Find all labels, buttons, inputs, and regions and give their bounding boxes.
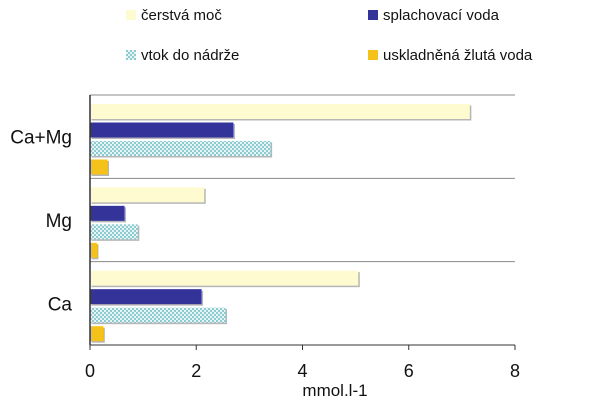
x-tick-label: 4 (297, 361, 307, 381)
bar-mg-uskladnena-zluta-voda (90, 242, 97, 258)
bar-ca-vtok-do-nadrze (90, 307, 226, 323)
x-tick-label: 8 (510, 361, 520, 381)
bar-ca-uskladnena-zluta-voda (90, 326, 104, 342)
legend-item-cerstva-moc: čerstvá moč (126, 7, 222, 24)
bar-mg-cerstva-moc (90, 187, 205, 203)
category-label-ca: Ca (48, 294, 73, 315)
x-axis-title: mmol.l-1 (302, 381, 367, 400)
legend-item-vtok-do-nadrze: vtok do nádrže (126, 47, 239, 64)
legend-label: splachovací voda (383, 7, 500, 24)
category-label-mg: Mg (46, 211, 72, 232)
bar-ca-mg-vtok-do-nadrze (90, 141, 271, 156)
category-label-ca-mg: Ca+Mg (10, 128, 72, 149)
x-tick-label: 0 (85, 361, 95, 381)
x-tick-label: 2 (191, 361, 201, 381)
bar-ca-mg-cerstva-moc (90, 104, 470, 119)
legend-label: uskladněná žlutá voda (383, 47, 533, 64)
legend-swatch (126, 50, 136, 60)
legend-swatch (126, 10, 136, 20)
bar-ca-cerstva-moc (90, 270, 359, 286)
x-tick-label: 6 (404, 361, 414, 381)
bar-ca-splachovaci-voda (90, 289, 202, 305)
legend-label: vtok do nádrže (141, 47, 239, 64)
plot-area: Ca+Mg Mg Ca 0 2 4 6 8 mmol.l-1 (10, 94, 520, 400)
bar-mg-vtok-do-nadrze (90, 224, 138, 240)
legend-label: čerstvá moč (141, 7, 222, 24)
legend-item-uskladnena-zluta-voda: uskladněná žlutá voda (368, 47, 533, 64)
legend-item-splachovaci-voda: splachovací voda (368, 7, 500, 24)
bar-ca-mg-splachovaci-voda (90, 122, 234, 138)
bar-mg-splachovaci-voda (90, 205, 125, 221)
legend-swatch (368, 50, 378, 60)
legend-swatch (368, 10, 378, 20)
legend: čerstvá moč splachovací voda vtok do nádrž… (126, 7, 533, 64)
bar-ca-mg-uskladnena-zluta-voda (90, 159, 108, 175)
